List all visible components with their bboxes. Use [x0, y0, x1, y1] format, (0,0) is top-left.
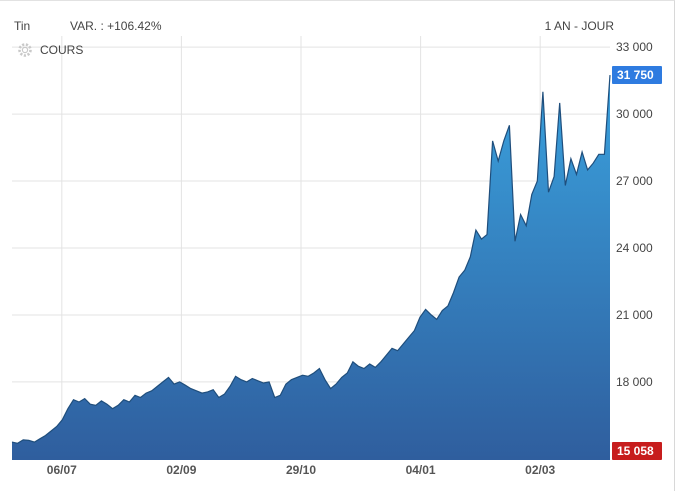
- last-value-label: 31 750: [617, 68, 654, 82]
- x-axis: 06/07 02/09 29/10 04/01 02/03: [47, 463, 556, 477]
- last-value-badge: 31 750: [612, 66, 662, 85]
- y-tick-label: 24 000: [616, 241, 653, 255]
- instrument-name: Tin: [14, 19, 31, 33]
- price-area: [12, 75, 610, 460]
- price-line: [11, 75, 611, 444]
- y-tick-label: 33 000: [616, 40, 653, 54]
- legend-label: COURS: [40, 43, 83, 57]
- gear-icon[interactable]: [18, 43, 32, 57]
- y-tick-label: 21 000: [616, 308, 653, 322]
- y-tick-label: 27 000: [616, 174, 653, 188]
- min-value-label: 15 058: [617, 444, 654, 458]
- y-tick-label: 18 000: [616, 375, 653, 389]
- x-tick-label: 02/09: [166, 463, 196, 477]
- x-tick-label: 29/10: [286, 463, 316, 477]
- y-tick-label: 30 000: [616, 107, 653, 121]
- x-tick-label: 02/03: [525, 463, 555, 477]
- x-tick-label: 06/07: [47, 463, 77, 477]
- y-axis: 18 000 21 000 24 000 27 000 30 000 33 000: [616, 40, 653, 389]
- x-tick-label: 04/01: [406, 463, 436, 477]
- legend: COURS: [18, 43, 83, 57]
- variation-label: VAR. : +106.42%: [70, 19, 162, 33]
- min-value-badge: 15 058: [612, 442, 662, 460]
- period-selector[interactable]: 1 AN - JOUR: [544, 19, 614, 33]
